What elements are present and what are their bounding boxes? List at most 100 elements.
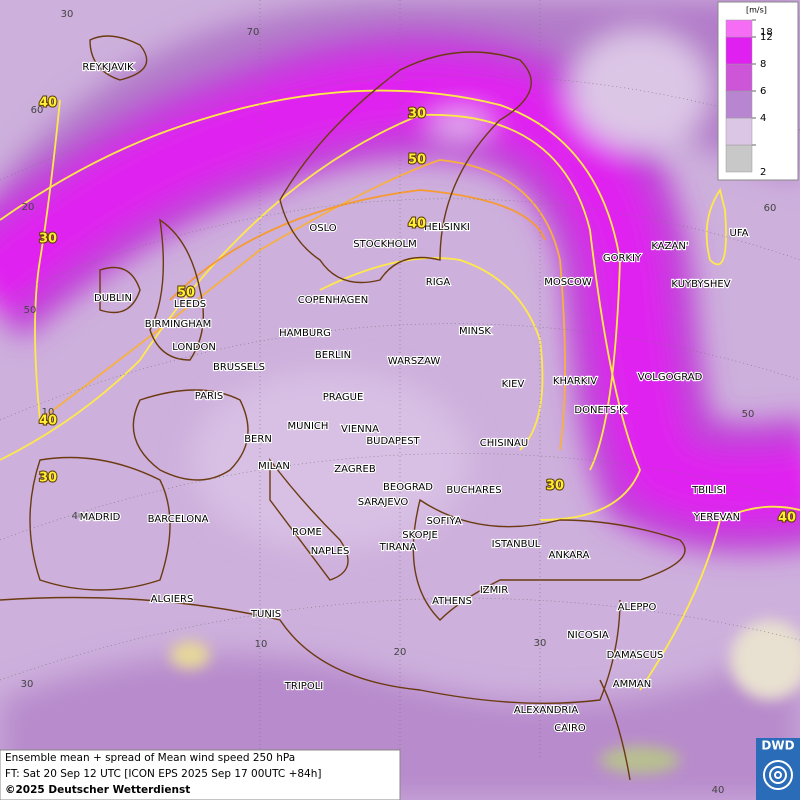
contour-label: 50	[408, 153, 426, 168]
city-label: MUNICH	[288, 421, 329, 432]
graticule	[0, 0, 800, 760]
coastlines	[0, 35, 686, 781]
city-label: ROME	[292, 527, 322, 538]
contour-label: 30	[39, 471, 57, 486]
grid-label: 70	[247, 27, 260, 38]
city-label: ATHENS	[432, 596, 472, 607]
city-label: KIEV	[502, 379, 525, 390]
city-label: ALEXANDRIA	[514, 705, 579, 716]
contour-label: 30	[39, 232, 57, 247]
legend-band	[725, 19, 753, 38]
logo-swirl	[763, 760, 793, 790]
grid-label: 20	[394, 647, 407, 658]
city-label: AMMAN	[613, 679, 651, 690]
city-label: VOLGOGRAD	[638, 372, 703, 383]
legend-band	[725, 144, 753, 173]
city-label: VIENNA	[341, 424, 379, 435]
city-label: SKOPJE	[402, 530, 438, 541]
footer-line: ©2025 Deutscher Wetterdienst	[5, 784, 190, 796]
contour-label: 40	[408, 217, 426, 232]
city-label: TUNIS	[250, 609, 281, 620]
grid-label: 60	[764, 203, 777, 214]
grid-label: 10	[255, 639, 268, 650]
legend-tick-label: 18	[760, 27, 773, 38]
city-label: NICOSIA	[567, 630, 609, 641]
legend-tick-label: 6	[760, 86, 766, 97]
city-label: CAIRO	[554, 723, 586, 734]
city-label: IZMIR	[480, 585, 508, 596]
footer: Ensemble mean + spread of Mean wind spee…	[5, 752, 321, 796]
grid-label: 30	[534, 638, 547, 649]
legend-tick-label: 2	[760, 167, 766, 178]
city-label: LEEDS	[174, 299, 206, 310]
city-label: LONDON	[172, 342, 216, 353]
city-label: SARAJEVO	[358, 497, 409, 508]
footer-line: FT: Sat 20 Sep 12 UTC [ICON EPS 2025 Sep…	[5, 768, 321, 780]
city-label: WARSZAW	[388, 356, 441, 367]
city-label: SOFIYA	[426, 516, 461, 527]
city-label: TIRANA	[379, 542, 417, 553]
city-label: YEREVAN	[693, 512, 740, 523]
grid-label: 30	[61, 9, 74, 20]
logo-text: DWD	[761, 739, 794, 753]
grid-label: 60	[31, 105, 44, 116]
city-label: ANKARA	[549, 550, 590, 561]
contour-label: 30	[546, 479, 564, 494]
city-label: HELSINKI	[424, 222, 470, 233]
city-label: MILAN	[258, 461, 290, 472]
legend-tick-label: 8	[760, 59, 766, 70]
legend-tick-label: 4	[760, 113, 766, 124]
city-label: KHARKIV	[553, 376, 597, 387]
city-label: ISTANBUL	[492, 539, 541, 550]
city-label: TRIPOLI	[284, 681, 323, 692]
contour-label: 40	[39, 414, 57, 429]
city-label: BARCELONA	[148, 514, 209, 525]
city-label: DONETS'K	[574, 405, 626, 416]
city-label: GORKIY	[603, 253, 642, 264]
city-label: ALEPPO	[618, 602, 657, 613]
city-label: NAPLES	[311, 546, 350, 557]
city-label: BERLIN	[315, 350, 351, 361]
legend-band	[725, 90, 753, 119]
spread-patches	[170, 620, 800, 774]
legend-band	[725, 36, 753, 65]
city-label: BUCHARES	[446, 485, 501, 496]
grid-label: 50	[24, 305, 37, 316]
legend-band	[725, 63, 753, 92]
city-label: OSLO	[309, 223, 336, 234]
city-label: DUBLIN	[94, 293, 132, 304]
contour-label: 40	[39, 96, 57, 111]
city-label: BRUSSELS	[213, 362, 265, 373]
contour-label: 40	[778, 511, 796, 526]
city-label: TBILISI	[691, 485, 726, 496]
city-label: HAMBURG	[279, 328, 331, 339]
footer-box	[0, 749, 401, 800]
city-label: PARIS	[195, 391, 223, 402]
contour-label: 50	[177, 286, 195, 301]
city-label: BEOGRAD	[383, 482, 433, 493]
city-label: MADRID	[80, 512, 121, 523]
city-label: ZAGREB	[334, 464, 376, 475]
legend-band	[725, 117, 753, 146]
city-label: DAMASCUS	[607, 650, 664, 661]
footer-line: Ensemble mean + spread of Mean wind spee…	[5, 752, 295, 764]
city-label: CHISINAU	[480, 438, 528, 449]
city-label: BIRMINGHAM	[145, 319, 212, 330]
grid-label: 40	[72, 511, 85, 522]
legend-tick-label: 12	[760, 32, 773, 43]
city-label: MINSK	[459, 326, 491, 337]
grid-label: 40	[712, 785, 725, 796]
city-label: BERN	[244, 434, 272, 445]
city-label: KAZAN'	[651, 241, 688, 252]
city-label: STOCKHOLM	[353, 239, 416, 250]
city-label: ALGIERS	[151, 594, 194, 605]
legend-unit: [m/s]	[746, 6, 767, 15]
city-label: KUYBYSHEV	[671, 279, 730, 290]
grid-label: 30	[21, 679, 34, 690]
city-label: UFA	[730, 228, 749, 239]
contour-label: 30	[408, 107, 426, 122]
city-label: RIGA	[426, 277, 451, 288]
